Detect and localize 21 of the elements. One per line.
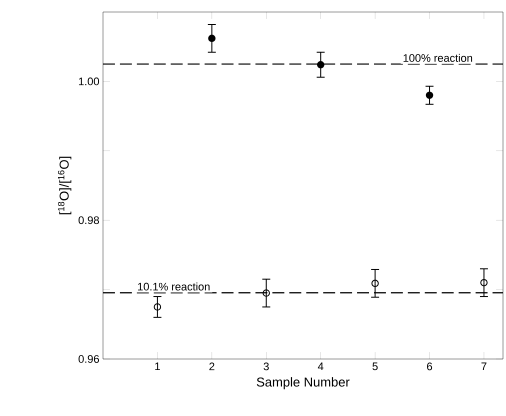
x-axis-title: Sample Number bbox=[256, 377, 350, 390]
point bbox=[480, 278, 488, 286]
point bbox=[426, 92, 434, 99]
point bbox=[208, 34, 216, 42]
y-tick-label: 0.98 bbox=[78, 216, 99, 224]
x-tick-label: 3 bbox=[264, 362, 269, 370]
y-tick-label: 0.96 bbox=[78, 355, 99, 363]
point bbox=[262, 289, 270, 297]
x-tick-label: 7 bbox=[481, 362, 486, 370]
ref-line-label: 100% reaction bbox=[404, 54, 472, 62]
point bbox=[154, 303, 162, 311]
x-tick-label: 6 bbox=[427, 362, 432, 370]
ref-line-label: 10.1% reaction bbox=[138, 282, 210, 291]
x-tick-label: 1 bbox=[155, 362, 160, 370]
y-axis-title: [$^{18}$O]/[$^{16}$O] bbox=[58, 156, 72, 214]
point bbox=[317, 61, 324, 68]
x-tick-label: 4 bbox=[318, 362, 324, 370]
x-tick-label: 2 bbox=[209, 362, 214, 370]
point bbox=[371, 280, 379, 288]
y-tick-label: 1.00 bbox=[78, 78, 100, 86]
x-tick-label: 5 bbox=[372, 362, 378, 370]
